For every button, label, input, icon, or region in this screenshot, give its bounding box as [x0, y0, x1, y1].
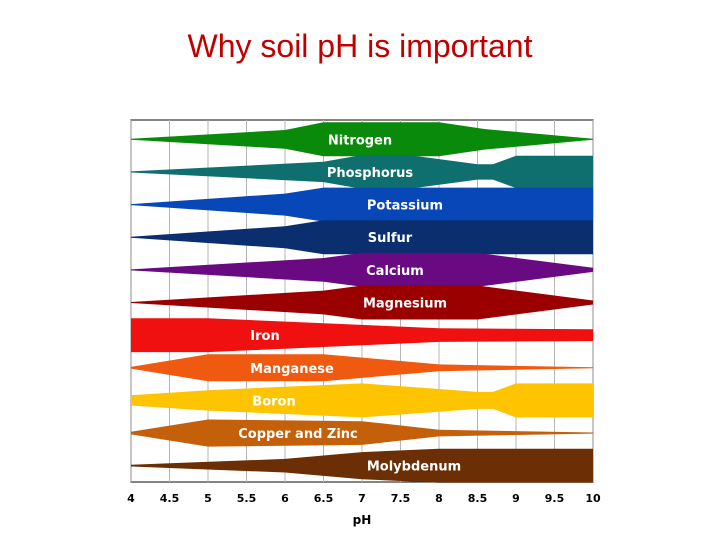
band-nitrogen — [131, 122, 593, 157]
x-tick-label: 7 — [358, 492, 366, 505]
x-tick-label: 10 — [585, 492, 601, 505]
nutrient-bands — [131, 122, 593, 483]
label-magnesium: Magnesium — [363, 297, 447, 312]
x-tick-label: 4 — [127, 492, 135, 505]
x-tick-label: 7.5 — [391, 492, 411, 505]
x-tick-label: 9 — [512, 492, 520, 505]
label-phosphorus: Phosphorus — [327, 166, 414, 181]
page-title: Why soil pH is important — [187, 28, 533, 64]
label-boron: Boron — [252, 394, 295, 409]
label-manganese: Manganese — [250, 362, 334, 377]
x-tick-label: 6.5 — [314, 492, 334, 505]
nutrient-labels: Nitrogen Phosphorus Potassium Sulfur Calcium… — [238, 133, 461, 474]
label-potassium: Potassium — [367, 199, 443, 214]
label-iron: Iron — [250, 329, 279, 344]
x-tick-label: 5.5 — [237, 492, 257, 505]
band-phosphorus — [131, 155, 593, 189]
band-iron — [131, 318, 593, 353]
label-molybdenum: Molybdenum — [367, 460, 461, 475]
x-tick-label: 6 — [281, 492, 289, 505]
band-boron — [131, 383, 593, 418]
band-manganese — [131, 354, 593, 382]
label-nitrogen: Nitrogen — [328, 133, 392, 148]
label-calcium: Calcium — [366, 264, 424, 279]
band-calcium — [131, 252, 593, 287]
x-tick-label: 4.5 — [160, 492, 180, 505]
x-axis-label: pH — [353, 513, 372, 527]
label-sulfur: Sulfur — [368, 231, 413, 246]
band-magnesium — [131, 285, 593, 320]
band-potassium — [131, 187, 593, 222]
band-sulfur — [131, 220, 593, 255]
band-molybdenum — [131, 448, 593, 483]
x-tick-label: 5 — [204, 492, 212, 505]
x-axis-ticks: 4 4.5 5 5.5 6 6.5 7 7.5 8 8.5 9 9.5 10 — [127, 492, 601, 505]
x-tick-label: 8.5 — [468, 492, 488, 505]
x-tick-label: 9.5 — [545, 492, 565, 505]
band-copper-and-zinc — [131, 419, 593, 447]
x-tick-label: 8 — [435, 492, 443, 505]
label-copper-and-zinc: Copper and Zinc — [238, 427, 358, 442]
